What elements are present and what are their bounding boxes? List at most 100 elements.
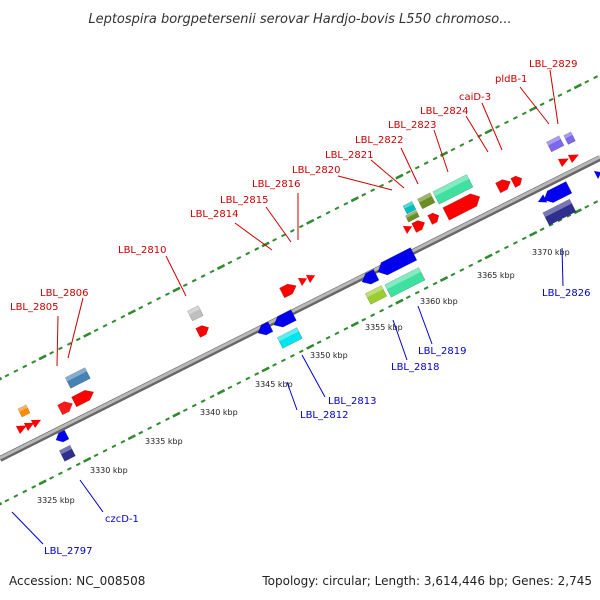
gene-feature-fwd-17: [567, 154, 579, 164]
tick-label-3330: 3330 kbp: [90, 466, 128, 475]
gene-label-LBL_2812[interactable]: LBL_2812: [300, 410, 348, 421]
upper-tick-dot: [182, 283, 188, 287]
gene-feature-rev-09: [384, 267, 426, 298]
gene-label-LBL_2823[interactable]: LBL_2823: [388, 120, 436, 131]
gene-feature-fwd-05: [71, 389, 95, 408]
lower-tick-dot: [512, 240, 518, 245]
gene-feature-rev-01-shape: [55, 429, 70, 443]
accession-text: Accession: NC_008508: [9, 574, 145, 588]
upper-tick-dot: [395, 173, 404, 180]
gene-feature-fwd-12-shape: [427, 212, 440, 225]
gene-feature-rev-09-shape: [384, 267, 426, 298]
leader-line-czcD-1: [79, 479, 104, 513]
upper-tick-dot: [102, 323, 108, 328]
upper-tick-dot: [361, 192, 367, 197]
gene-label-LBL_2815[interactable]: LBL_2815: [220, 195, 268, 206]
gene-label-LBL_2814[interactable]: LBL_2814: [190, 209, 238, 220]
lower-tick-dot: [245, 376, 251, 381]
tick-dot-rows: [0, 75, 599, 506]
lower-tick-dot: [31, 485, 37, 489]
gene-feature-fwd-13: [442, 193, 481, 221]
lower-tick-dot: [432, 281, 438, 286]
gene-label-LBL_2816[interactable]: LBL_2816: [252, 179, 300, 190]
gene-feature-rev-06: [361, 268, 380, 285]
gene-label-LBL_2810[interactable]: LBL_2810: [118, 245, 166, 256]
gene-feature-fwd-06: [195, 325, 210, 338]
upper-tick-dot: [512, 115, 518, 120]
lower-tick-dot: [111, 444, 117, 449]
upper-tick-dot: [66, 341, 72, 346]
lower-tick-dot: [156, 421, 161, 426]
gene-label-LBL_2824[interactable]: LBL_2824: [420, 106, 468, 117]
upper-tick-dot: [334, 206, 340, 211]
lower-tick-dot: [4, 498, 10, 503]
gene-label-caiD-3[interactable]: caiD-3: [459, 92, 491, 103]
leader-line-LBL_2813: [301, 354, 326, 398]
upper-tick-dot: [209, 269, 215, 274]
genome-summary-text: Topology: circular; Length: 3,614,446 bp…: [261, 574, 592, 588]
gene-label-LBL_2818[interactable]: LBL_2818: [391, 362, 439, 373]
lower-tick-dot: [477, 259, 483, 263]
upper-tick-dot: [138, 305, 144, 310]
gene-label-LBL_2805[interactable]: LBL_2805: [10, 302, 58, 313]
tick-label-3350: 3350 kbp: [310, 351, 348, 360]
gene-label-LBL_2820[interactable]: LBL_2820: [292, 165, 340, 176]
gene-label-LBL_2821[interactable]: LBL_2821: [325, 150, 373, 161]
gene-feature-fwd-09-shape: [305, 274, 316, 284]
upper-tick-dot: [484, 128, 493, 135]
upper-tick-dot: [93, 328, 99, 333]
upper-tick-dot: [432, 156, 438, 161]
leader-line-caiD-3: [481, 102, 503, 151]
gene-feature-fwd-25: [546, 135, 565, 153]
upper-tick-dot: [370, 188, 376, 193]
gene-label-czcD-1[interactable]: czcD-1: [105, 514, 139, 525]
upper-tick-dot: [31, 360, 37, 364]
tick-label-3370: 3370 kbp: [532, 248, 570, 257]
gene-label-LBL_2813[interactable]: LBL_2813: [328, 396, 376, 407]
lower-tick-dot: [216, 389, 226, 395]
gene-feature-rev-10-shape: [538, 194, 548, 203]
gene-feature-rev-08: [364, 285, 388, 305]
lower-tick-dot: [93, 453, 99, 458]
gene-label-pldB-1[interactable]: pldB-1: [495, 74, 527, 85]
lower-tick-dot: [395, 298, 404, 305]
gene-feature-fwd-02-shape: [23, 422, 35, 432]
gene-feature-fwd-24: [432, 174, 474, 205]
leader-line-LBL_2797: [11, 511, 44, 545]
gene-feature-fwd-25-shine: [546, 135, 561, 146]
lower-tick-dot: [529, 230, 538, 237]
gene-label-LBL_2822[interactable]: LBL_2822: [355, 135, 403, 146]
gene-label-LBL_2829[interactable]: LBL_2829: [529, 59, 577, 70]
tick-label-3360: 3360 kbp: [420, 297, 458, 306]
gene-label-LBL_2806[interactable]: LBL_2806: [40, 288, 88, 299]
gene-feature-fwd-21-shine: [402, 201, 414, 209]
gene-feature-fwd-19: [17, 404, 31, 418]
gene-feature-fwd-22-shine: [405, 210, 418, 219]
lower-tick-dot: [227, 385, 233, 390]
gene-feature-fwd-01: [15, 425, 27, 435]
lower-tick-dot: [209, 394, 215, 399]
gene-feature-fwd-21: [402, 201, 417, 215]
upper-tick-dot: [245, 251, 251, 256]
tick-label-3365: 3365 kbp: [477, 271, 515, 280]
gene-feature-fwd-24-shine: [432, 174, 469, 197]
gene-feature-fwd-07: [279, 283, 297, 299]
gene-feature-fwd-22-shape: [405, 210, 420, 223]
gene-label-LBL_2797[interactable]: LBL_2797: [44, 546, 92, 557]
upper-tick-dot: [504, 120, 509, 125]
gene-feature-fwd-11-shape: [411, 220, 426, 233]
lower-tick-dot: [120, 439, 126, 444]
gene-feature-fwd-14-shape: [495, 179, 511, 194]
gene-feature-fwd-16: [557, 158, 569, 168]
lower-tick-dot: [566, 213, 572, 218]
upper-tick-dot: [379, 183, 384, 188]
gene-feature-fwd-02: [23, 422, 35, 432]
lower-tick-dot: [450, 272, 456, 277]
gene-feature-fwd-11: [411, 220, 426, 233]
gene-label-LBL_2826[interactable]: LBL_2826: [542, 288, 590, 299]
upper-tick-dot: [49, 350, 54, 355]
lower-tick-dot: [439, 276, 449, 282]
gene-label-LBL_2819[interactable]: LBL_2819: [418, 346, 466, 357]
gene-feature-fwd-01-shape: [15, 425, 27, 435]
leader-line-LBL_2829: [549, 69, 559, 125]
